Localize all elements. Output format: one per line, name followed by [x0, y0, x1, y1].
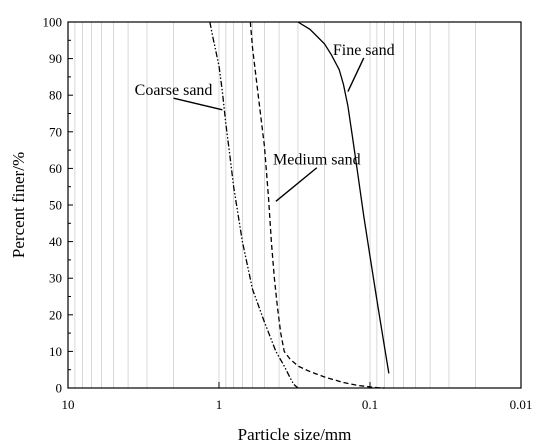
annotations: Coarse sand Medium sand Fine sand — [135, 42, 395, 202]
annotation-leader — [173, 97, 223, 111]
series-annotation-label: Fine sand — [333, 42, 395, 59]
series-line — [209, 21, 299, 389]
x-axis-title: Particle size/mm — [238, 425, 352, 444]
series-annotation-label: Medium sand — [273, 152, 361, 169]
grid-lines — [74, 22, 476, 388]
series-annotation-label: Coarse sand — [135, 82, 213, 99]
y-tick-label: 70 — [49, 124, 62, 139]
tick-marks — [67, 21, 522, 389]
y-tick-label: 90 — [49, 51, 62, 66]
series-layer — [209, 21, 390, 389]
y-tick-label: 0 — [56, 381, 63, 396]
annotation-leader — [347, 57, 365, 92]
y-tick-label: 100 — [43, 15, 63, 30]
y-tick-label: 10 — [49, 344, 62, 359]
y-tick-label: 50 — [49, 198, 62, 213]
x-tick-label: 10 — [62, 397, 75, 412]
series-line — [297, 21, 390, 374]
x-tick-label: 0.1 — [362, 397, 378, 412]
annotation-leader — [275, 167, 318, 202]
y-tick-label: 30 — [49, 271, 62, 286]
plot-frame — [67, 21, 522, 389]
y-tick-label: 80 — [49, 88, 62, 103]
y-tick-label: 60 — [49, 161, 62, 176]
y-tick-label: 40 — [49, 234, 62, 249]
series-line — [249, 21, 385, 389]
y-axis-title: Percent finer/% — [9, 152, 28, 258]
x-tick-label: 1 — [216, 397, 223, 412]
y-tick-label: 20 — [49, 307, 62, 322]
x-tick-label: 0.01 — [510, 397, 533, 412]
